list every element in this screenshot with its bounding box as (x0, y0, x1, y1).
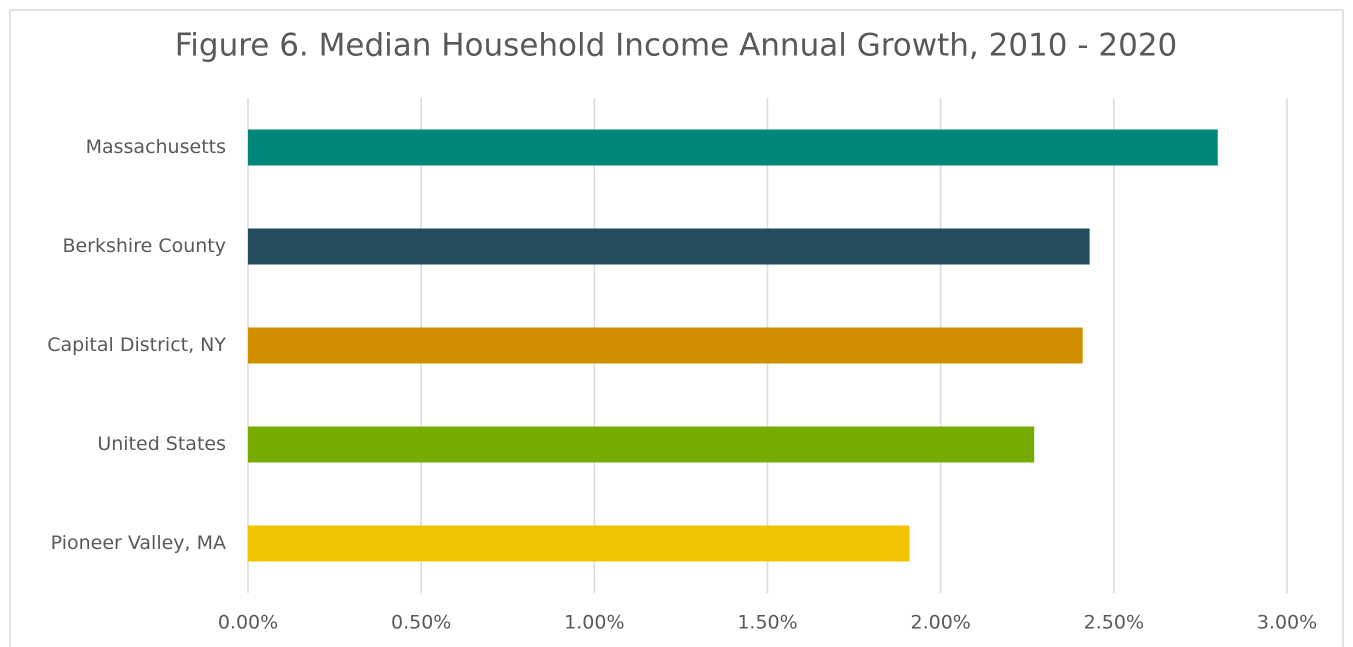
x-tick-label: 0.50% (391, 612, 451, 634)
x-tick-label: 0.00% (218, 612, 278, 634)
y-tick-label: United States (97, 433, 226, 455)
bar (248, 327, 1083, 364)
bar (248, 525, 910, 562)
x-tick-label: 3.00% (1257, 612, 1317, 634)
bar (248, 228, 1090, 265)
x-tick-label: 1.00% (564, 612, 624, 634)
bar (248, 129, 1218, 166)
y-tick-label: Capital District, NY (47, 334, 226, 356)
x-tick-label: 2.50% (1084, 612, 1144, 634)
y-tick-label: Berkshire County (62, 235, 226, 257)
y-tick-label: Massachusetts (86, 136, 226, 158)
chart-title: Figure 6. Median Household Income Annual… (175, 28, 1178, 64)
x-tick-label: 2.00% (910, 612, 970, 634)
bar (248, 426, 1035, 463)
y-tick-label: Pioneer Valley, MA (51, 532, 226, 554)
x-tick-label: 1.50% (737, 612, 797, 634)
